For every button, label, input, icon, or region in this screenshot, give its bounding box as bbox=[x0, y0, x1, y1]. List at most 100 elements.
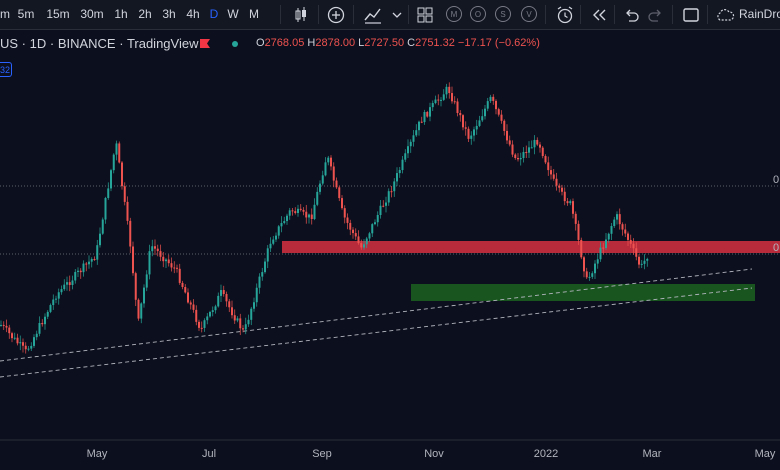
candle-body-197 bbox=[541, 147, 544, 157]
candle-body-28 bbox=[77, 270, 79, 272]
candle-body-214 bbox=[588, 276, 591, 278]
candle-body-156 bbox=[429, 107, 431, 117]
compare-o-icon[interactable]: O bbox=[470, 6, 486, 22]
candle-body-43 bbox=[118, 143, 121, 163]
time-axis-label-jul: Jul bbox=[202, 448, 216, 460]
user-layout-name[interactable]: RainDro bbox=[739, 7, 780, 21]
change-value: −17.17 (−0.62%) bbox=[457, 37, 540, 49]
candle-body-157 bbox=[431, 103, 434, 108]
candle-body-132 bbox=[363, 244, 365, 248]
interval-minutes[interactable]: m bbox=[0, 7, 10, 21]
candle-body-66 bbox=[181, 282, 184, 288]
resistance-zone[interactable] bbox=[282, 241, 780, 253]
fullscreen-square-icon[interactable] bbox=[680, 4, 702, 26]
candle-body-174 bbox=[478, 120, 481, 126]
candle-body-160 bbox=[440, 99, 442, 101]
candle-body-102 bbox=[280, 223, 283, 227]
interval-m[interactable]: M bbox=[249, 7, 259, 21]
candle-body-55 bbox=[151, 246, 154, 252]
candle-body-72 bbox=[198, 321, 200, 328]
candle-body-234 bbox=[643, 260, 646, 264]
candle-body-154 bbox=[423, 111, 426, 123]
trendline-lower[interactable] bbox=[0, 287, 753, 378]
right-axis-label-fib-lower: 0 bbox=[773, 242, 779, 254]
candle-body-117 bbox=[321, 175, 324, 184]
indicators-dropdown-chevron-icon[interactable] bbox=[390, 4, 404, 26]
candle-body-148 bbox=[407, 146, 409, 154]
candle-body-109 bbox=[299, 208, 302, 210]
candle-body-159 bbox=[437, 99, 440, 101]
candle-body-124 bbox=[341, 198, 343, 209]
candle-body-13 bbox=[35, 333, 38, 338]
flag-icon[interactable] bbox=[199, 38, 211, 50]
market-status-dot-icon bbox=[232, 41, 238, 47]
candle-body-123 bbox=[338, 187, 341, 199]
trendline-upper[interactable] bbox=[0, 268, 753, 362]
support-zone[interactable] bbox=[411, 284, 755, 301]
candle-body-120 bbox=[330, 157, 332, 167]
interval-5m[interactable]: 5m bbox=[17, 7, 35, 21]
candle-body-205 bbox=[563, 191, 566, 202]
interval-w[interactable]: W bbox=[227, 7, 239, 21]
candle-body-53 bbox=[145, 274, 148, 288]
candle-body-90 bbox=[247, 319, 250, 325]
candle-body-14 bbox=[38, 322, 41, 334]
interval-30m[interactable]: 30m bbox=[80, 7, 104, 21]
compare-v-icon[interactable]: V bbox=[521, 6, 537, 22]
candle-body-86 bbox=[236, 318, 239, 321]
candle-body-125 bbox=[343, 208, 346, 218]
candle-body-78 bbox=[214, 306, 217, 311]
add-indicator-icon[interactable] bbox=[325, 4, 347, 26]
candle-body-12 bbox=[33, 337, 35, 346]
candle-body-206 bbox=[566, 201, 569, 204]
candle-body-153 bbox=[420, 121, 423, 123]
interval-15m[interactable]: 15m bbox=[46, 7, 70, 21]
candle-body-4 bbox=[11, 333, 13, 339]
candle-body-31 bbox=[85, 263, 88, 265]
candle-body-74 bbox=[203, 320, 206, 328]
interval-3h[interactable]: 3h bbox=[162, 7, 176, 21]
candle-body-145 bbox=[398, 170, 401, 174]
candle-body-176 bbox=[484, 108, 486, 117]
undo-icon[interactable] bbox=[620, 4, 642, 26]
candle-body-0 bbox=[0, 324, 2, 326]
interval-2h[interactable]: 2h bbox=[138, 7, 152, 21]
redo-icon[interactable] bbox=[645, 4, 667, 26]
candle-body-227 bbox=[624, 229, 627, 234]
candle-body-52 bbox=[143, 287, 145, 304]
candle-body-41 bbox=[112, 154, 115, 171]
candle-body-60 bbox=[165, 259, 167, 262]
candle-body-232 bbox=[638, 256, 640, 265]
chart-type-candles-icon[interactable] bbox=[290, 4, 312, 26]
candle-body-108 bbox=[297, 208, 299, 213]
candle-body-2 bbox=[5, 325, 8, 328]
symbol-title[interactable]: US · 1D · BINANCE · TradingView bbox=[0, 36, 199, 51]
candle-body-11 bbox=[30, 345, 33, 349]
candle-body-184 bbox=[506, 130, 508, 141]
interval-4h[interactable]: 4h bbox=[186, 7, 200, 21]
candle-body-167 bbox=[459, 112, 462, 116]
candle-body-62 bbox=[170, 263, 173, 268]
candle-body-65 bbox=[178, 268, 181, 283]
interval-d[interactable]: D bbox=[209, 7, 219, 21]
candle-body-228 bbox=[627, 233, 629, 240]
candle-body-220 bbox=[605, 239, 607, 248]
candle-body-130 bbox=[357, 236, 360, 244]
candle-body-213 bbox=[585, 271, 588, 278]
layout-grid-icon[interactable] bbox=[414, 4, 436, 26]
replay-rewind-icon[interactable] bbox=[588, 4, 610, 26]
cloud-save-icon[interactable] bbox=[714, 4, 736, 26]
candle-body-129 bbox=[354, 233, 357, 237]
time-axis-label-mar: Mar bbox=[643, 448, 662, 460]
candle-body-38 bbox=[104, 197, 107, 220]
candle-body-88 bbox=[242, 328, 244, 330]
price-chart[interactable]: 0. 0 May Jul Sep Nov 2022 Mar May bbox=[0, 30, 780, 470]
interval-1h[interactable]: 1h bbox=[114, 7, 128, 21]
alert-clock-icon[interactable] bbox=[554, 4, 576, 26]
compare-s-icon[interactable]: S bbox=[495, 6, 511, 22]
compare-m-icon[interactable]: M bbox=[446, 6, 462, 22]
indicator-badge[interactable]: 32 bbox=[0, 62, 12, 77]
candle-body-143 bbox=[393, 181, 396, 192]
indicators-icon[interactable] bbox=[362, 4, 384, 26]
candle-body-104 bbox=[286, 215, 288, 222]
